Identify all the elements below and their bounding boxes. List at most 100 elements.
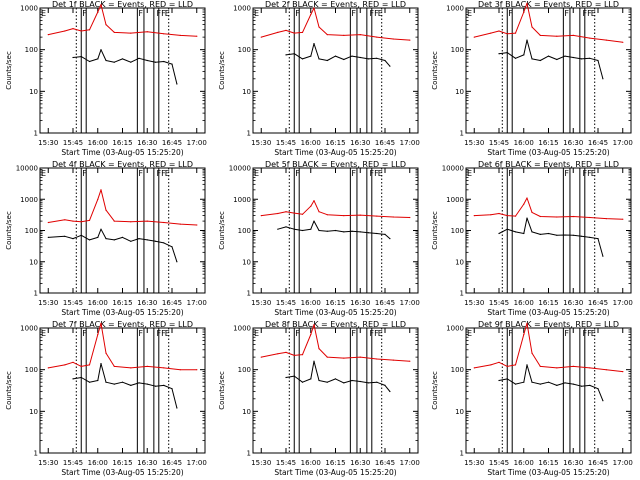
x-tick-label: 16:00 bbox=[88, 139, 108, 147]
data-point bbox=[526, 322, 528, 324]
data-point bbox=[88, 239, 91, 241]
series-line bbox=[48, 322, 197, 371]
data-point bbox=[572, 215, 574, 218]
data-point bbox=[526, 39, 528, 41]
x-tick-label: 15:30 bbox=[38, 139, 58, 147]
data-point bbox=[384, 59, 386, 62]
marker-label: E bbox=[467, 169, 472, 178]
x-tick-label: 16:45 bbox=[375, 459, 395, 467]
data-point bbox=[260, 36, 262, 38]
data-point bbox=[146, 31, 148, 33]
data-point bbox=[293, 32, 295, 34]
data-point bbox=[376, 57, 378, 59]
data-point bbox=[146, 59, 148, 62]
data-point bbox=[72, 361, 74, 363]
x-tick-label: 16:30 bbox=[137, 299, 157, 307]
data-point bbox=[277, 353, 279, 355]
data-point bbox=[310, 13, 312, 16]
data-point bbox=[531, 58, 533, 60]
y-tick-label: 100 bbox=[451, 46, 464, 54]
chart-title: Det 1f BLACK = Events, RED = LLD bbox=[52, 0, 193, 9]
y-tick-label: 10 bbox=[455, 88, 464, 96]
data-point bbox=[130, 367, 132, 369]
series-line bbox=[72, 49, 178, 85]
y-axis-label: Counts/sec bbox=[5, 51, 13, 90]
data-point bbox=[343, 215, 345, 217]
data-point bbox=[113, 31, 115, 33]
data-point bbox=[113, 239, 115, 241]
x-tick-label: 15:30 bbox=[464, 139, 484, 147]
chart-title: Det 5f BLACK = Events, RED = LLD bbox=[265, 160, 406, 169]
x-tick-label: 17:00 bbox=[613, 139, 633, 147]
data-point bbox=[539, 59, 541, 62]
data-point bbox=[556, 35, 558, 37]
data-point bbox=[285, 211, 287, 213]
chart-panel: Det 6f BLACK = Events, RED = LLD Start Ti… bbox=[431, 160, 633, 317]
data-point bbox=[310, 333, 312, 336]
data-point bbox=[589, 367, 591, 369]
marker-label: FF bbox=[583, 9, 593, 18]
data-point bbox=[367, 382, 370, 384]
marker-label: F bbox=[564, 9, 569, 18]
data-point bbox=[564, 55, 566, 57]
data-point bbox=[318, 379, 320, 382]
marker-label: F bbox=[138, 169, 143, 178]
data-point bbox=[523, 381, 525, 383]
x-tick-label: 16:15 bbox=[325, 139, 345, 147]
x-tick-label: 15:45 bbox=[489, 299, 509, 307]
chart-panel: Det 4f BLACK = Events, RED = LLD Start Ti… bbox=[5, 160, 207, 317]
marker-label: E bbox=[378, 169, 383, 178]
data-point bbox=[514, 32, 517, 34]
data-point bbox=[572, 383, 574, 385]
y-tick-label: 1000 bbox=[233, 196, 251, 204]
series-line bbox=[48, 4, 197, 37]
data-point bbox=[146, 239, 148, 241]
y-tick-label: 100 bbox=[238, 46, 251, 54]
data-point bbox=[622, 41, 624, 43]
x-tick-label: 16:45 bbox=[588, 459, 608, 467]
data-point bbox=[343, 382, 345, 384]
marker-label: F bbox=[295, 9, 300, 18]
data-point bbox=[179, 34, 181, 37]
x-tick-label: 15:30 bbox=[251, 299, 271, 307]
data-point bbox=[556, 234, 558, 236]
data-point bbox=[113, 61, 115, 63]
x-tick-label: 16:30 bbox=[350, 459, 370, 467]
chart-title: Det 2f BLACK = Events, RED = LLD bbox=[265, 0, 406, 9]
y-tick-label: 1 bbox=[460, 290, 464, 298]
data-point bbox=[72, 28, 74, 30]
x-tick-label: 16:45 bbox=[375, 139, 395, 147]
data-point bbox=[384, 384, 386, 386]
y-tick-label: 10000 bbox=[442, 165, 464, 173]
data-point bbox=[506, 378, 508, 380]
data-point bbox=[564, 234, 566, 236]
x-tick-label: 15:45 bbox=[63, 139, 83, 147]
data-point bbox=[80, 234, 82, 236]
y-tick-label: 1000 bbox=[20, 5, 38, 13]
marker-label: E bbox=[165, 9, 170, 18]
x-tick-label: 17:00 bbox=[187, 459, 207, 467]
x-tick-label: 16:45 bbox=[588, 139, 608, 147]
data-point bbox=[138, 238, 140, 240]
data-point bbox=[163, 221, 165, 224]
data-point bbox=[293, 354, 295, 356]
marker-label: E bbox=[165, 169, 170, 178]
data-point bbox=[146, 383, 148, 385]
data-point bbox=[97, 58, 99, 60]
x-tick-label: 15:45 bbox=[489, 459, 509, 467]
x-tick-label: 16:15 bbox=[538, 459, 558, 467]
marker-label: F bbox=[351, 9, 356, 18]
y-tick-label: 10 bbox=[242, 88, 251, 96]
data-point bbox=[277, 228, 279, 230]
data-point bbox=[392, 359, 394, 361]
data-point bbox=[523, 11, 525, 13]
y-tick-label: 1 bbox=[247, 450, 251, 458]
data-point bbox=[506, 33, 508, 35]
data-point bbox=[547, 55, 550, 57]
data-point bbox=[498, 361, 500, 363]
chart-title: Det 9f BLACK = Events, RED = LLD bbox=[478, 320, 619, 329]
marker-label: F bbox=[82, 329, 87, 338]
data-point bbox=[556, 384, 558, 386]
data-point bbox=[310, 228, 312, 230]
data-point bbox=[514, 383, 517, 385]
